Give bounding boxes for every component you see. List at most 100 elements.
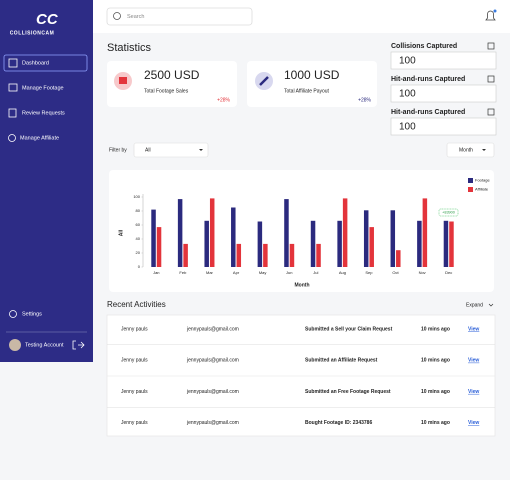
bar [316, 243, 321, 267]
settings[interactable]: Settings [22, 311, 42, 317]
x-tick-label: Jul [313, 270, 318, 275]
filter-value: All [145, 147, 151, 153]
sidebar: CC COLLISIONCAM Dashboard Manage Footage… [0, 0, 93, 362]
bar [263, 243, 268, 267]
x-tick-label: Apr [233, 270, 240, 275]
section-title: Statistics [107, 42, 152, 54]
x-tick-label: Nov [419, 270, 426, 275]
account[interactable]: Testing Account [25, 342, 64, 348]
activity-rows: Jenny pauls jennypauls@gmail.com Submitted… [107, 326, 495, 426]
x-tick-label: Oct [392, 270, 399, 275]
bar [209, 198, 215, 267]
bar [369, 227, 374, 267]
counter-input[interactable] [390, 51, 497, 70]
chart-card [109, 170, 494, 292]
bar [284, 199, 289, 267]
search-placeholder: Search [127, 14, 144, 20]
bell-icon[interactable] [485, 10, 496, 21]
stat-card [247, 61, 377, 107]
nav-item[interactable]: Review Requests [22, 110, 65, 116]
cell: 10 mins ago [421, 326, 450, 332]
cell: Submitted a Sell your Claim Request [305, 326, 393, 332]
x-tick-label: Feb [179, 270, 187, 275]
badge [493, 9, 497, 13]
stat-change: +28% [358, 97, 371, 103]
cell: Jenny pauls [121, 420, 148, 426]
nav-icon [8, 58, 18, 68]
stat-card [107, 61, 237, 107]
cell: Bought Footage ID: 2343786 [305, 420, 372, 426]
counter-label: Hit-and-runs Captured [391, 76, 465, 83]
cell: jennypauls@gmail.com [186, 326, 239, 332]
stat-icon-glyph [259, 76, 269, 86]
nav-item[interactable]: Manage Footage [22, 85, 64, 91]
legend-label: Footage [475, 178, 490, 183]
legend-swatch [468, 187, 473, 192]
counter-value: 100 [399, 89, 416, 100]
bar [289, 243, 295, 267]
cell: jennypauls@gmail.com [186, 358, 239, 364]
x-tick-label: Mar [206, 270, 214, 275]
x-tick-label: Sep [365, 270, 373, 275]
logo: CC [36, 11, 59, 28]
y-axis-label: All [118, 229, 124, 236]
period-select[interactable] [446, 142, 495, 158]
counter-label: Hit-and-runs Captured [391, 109, 465, 116]
activity-table [106, 314, 496, 437]
filter-select[interactable] [133, 142, 209, 158]
legend-swatch [468, 178, 473, 183]
cell: Submitted an Affiliate Request [305, 358, 378, 364]
view-link[interactable]: View [468, 358, 479, 364]
view-link[interactable]: View [468, 389, 479, 395]
nav-item[interactable]: Manage Affiliate [20, 135, 59, 141]
stat-label: Total Footage Sales [144, 88, 189, 94]
x-tick-label: Jun [286, 270, 292, 275]
search-box[interactable] [106, 7, 253, 26]
bar [390, 210, 396, 267]
bar [177, 199, 183, 267]
search-icon [113, 12, 121, 20]
chevron [488, 303, 494, 307]
bar [422, 198, 428, 267]
cell: jennypauls@gmail.com [186, 420, 239, 426]
nav-item[interactable]: Dashboard [22, 60, 49, 66]
filter-label: Filter by [109, 147, 127, 153]
bar [310, 220, 316, 267]
bar [151, 209, 156, 267]
bar [337, 220, 342, 267]
x-tick-label: Jan [153, 270, 159, 275]
stat-label: Total Affiliate Payout [284, 88, 330, 94]
cell: 10 mins ago [421, 358, 450, 364]
expand[interactable]: Expand [466, 302, 483, 308]
avatar [9, 339, 21, 351]
bar [363, 210, 369, 267]
cell: 10 mins ago [421, 389, 450, 395]
counter-input[interactable] [390, 117, 497, 136]
view-link[interactable]: View [468, 326, 479, 332]
annotation-box [438, 208, 459, 217]
cell: Jenny pauls [121, 326, 148, 332]
edit-icon[interactable] [487, 108, 495, 116]
edit-icon[interactable] [487, 75, 495, 83]
view-link[interactable]: View [468, 420, 479, 426]
edit-icon[interactable] [487, 42, 495, 50]
y-tick-label: 80 [136, 208, 141, 213]
logout-icon[interactable] [72, 340, 85, 350]
annotation: +83900 [442, 211, 455, 215]
bar [342, 198, 348, 267]
y-tick-label: 40 [136, 236, 141, 241]
cell: Jenny pauls [121, 358, 148, 364]
counter-value: 100 [399, 56, 416, 67]
x-tick-label: Dec [445, 270, 452, 275]
stat-icon-glyph [119, 77, 127, 84]
y-tick-label: 0 [138, 264, 141, 269]
bar [204, 220, 209, 267]
y-tick-label: 100 [133, 194, 140, 199]
legend-label: Affiliate [475, 187, 489, 192]
counter-input[interactable] [390, 84, 497, 103]
section-title: Recent Activities [107, 300, 166, 309]
stat-value: 2500 USD [144, 68, 200, 82]
bar [396, 250, 401, 267]
period-value: Month [459, 147, 473, 153]
